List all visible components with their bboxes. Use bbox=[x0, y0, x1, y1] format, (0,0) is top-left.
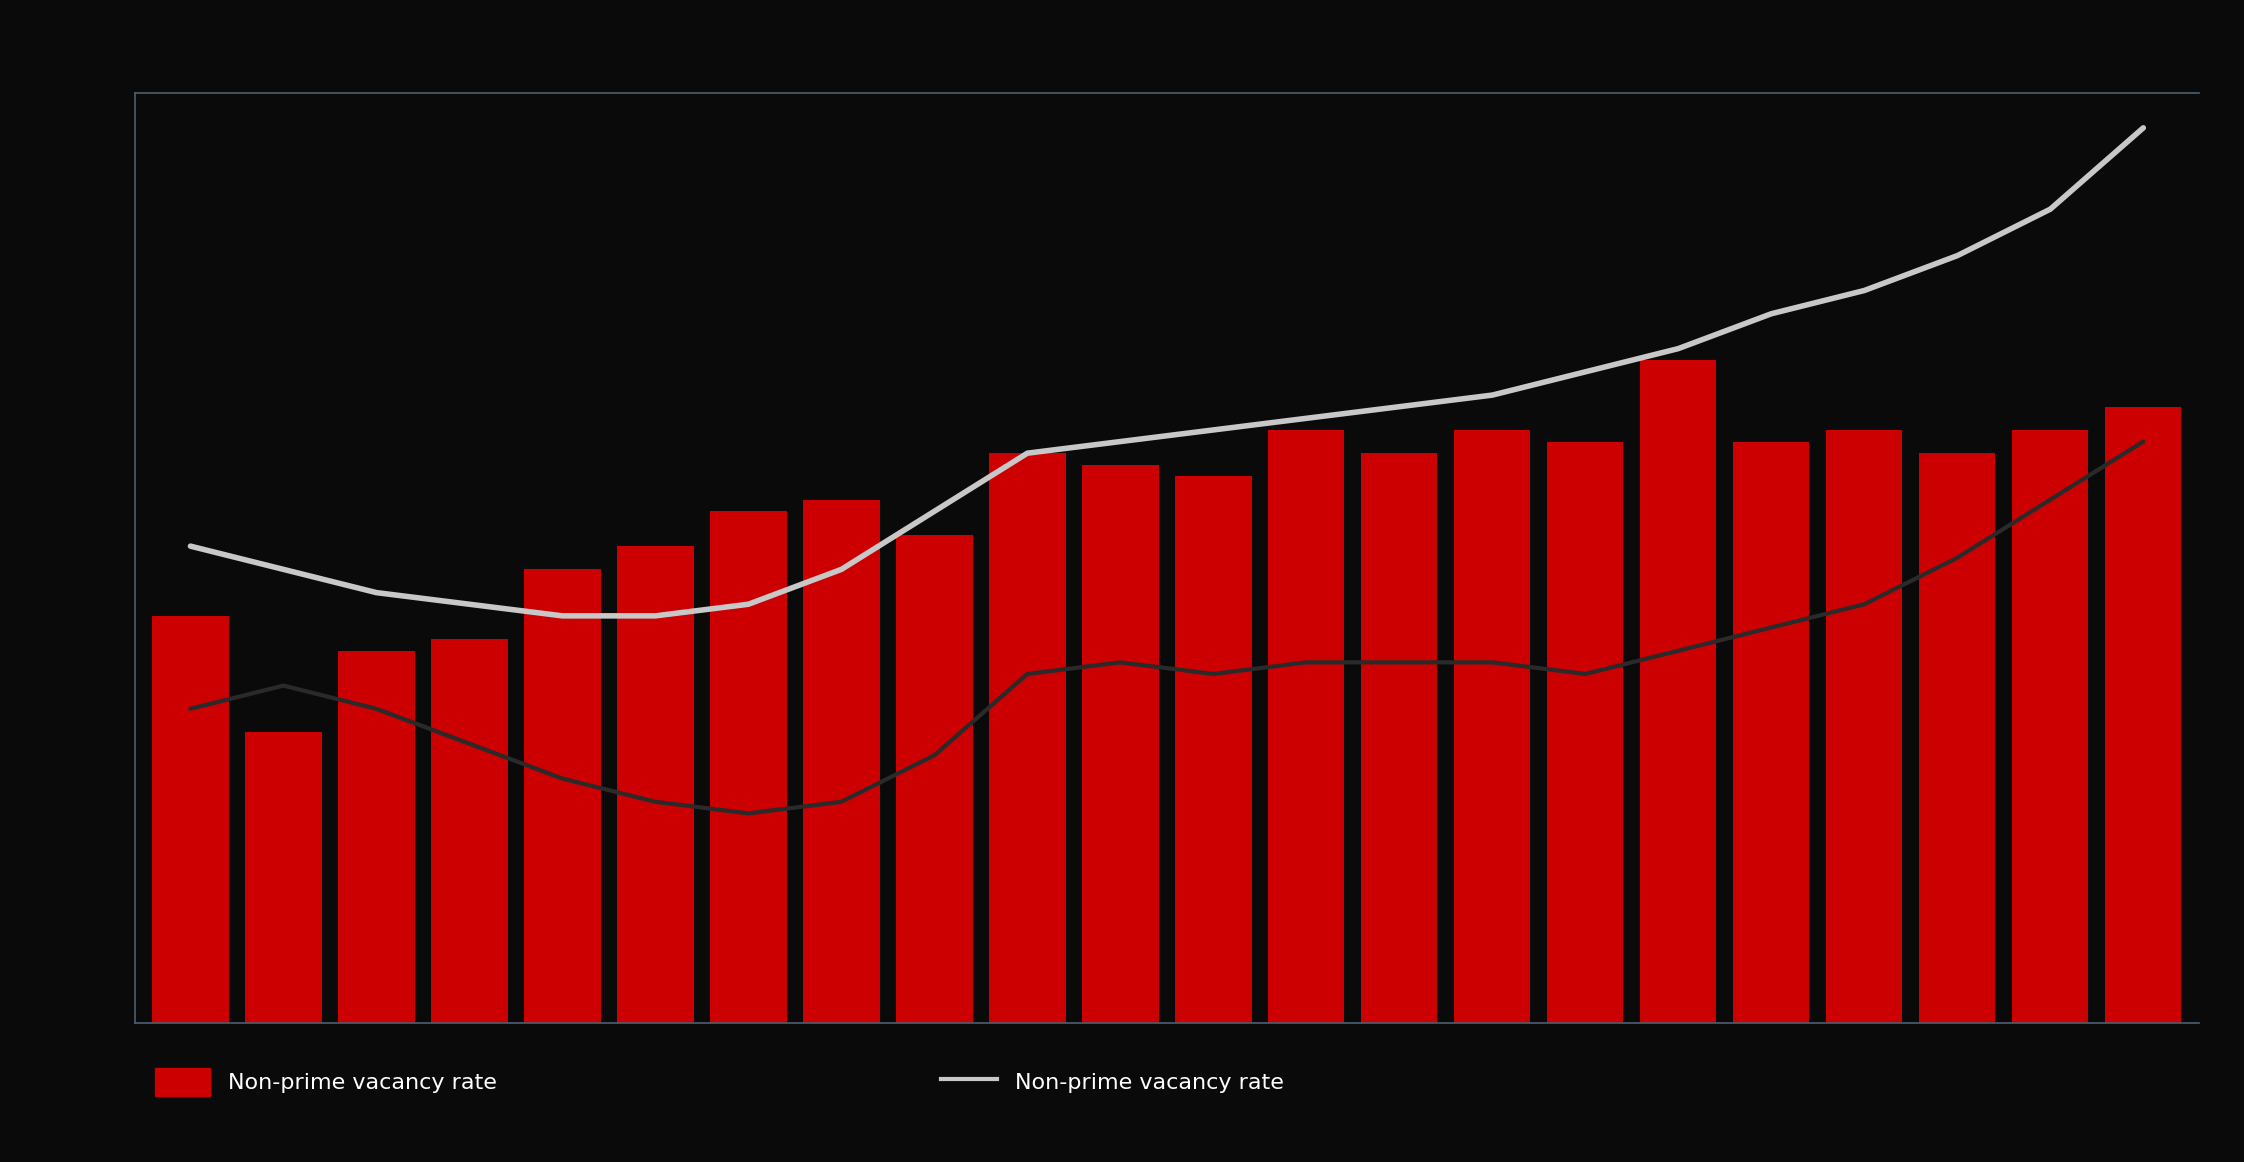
Bar bbox=[153, 616, 229, 1023]
Bar bbox=[1082, 465, 1158, 1023]
Bar bbox=[990, 453, 1066, 1023]
Bar bbox=[1919, 453, 1995, 1023]
Bar bbox=[245, 732, 321, 1023]
Bar bbox=[2013, 430, 2089, 1023]
Bar bbox=[1362, 453, 1438, 1023]
Bar bbox=[1546, 442, 1622, 1023]
Bar bbox=[895, 535, 972, 1023]
Bar bbox=[1268, 430, 1344, 1023]
Bar bbox=[1176, 476, 1252, 1023]
Bar bbox=[1732, 442, 1809, 1023]
Bar bbox=[803, 500, 880, 1023]
Bar bbox=[617, 546, 693, 1023]
Bar bbox=[1640, 360, 1717, 1023]
Legend: Non-prime vacancy rate, Non-prime vacancy rate: Non-prime vacancy rate, Non-prime vacanc… bbox=[146, 1060, 1293, 1104]
Bar bbox=[711, 511, 788, 1023]
Bar bbox=[431, 639, 507, 1023]
Bar bbox=[1454, 430, 1530, 1023]
Bar bbox=[339, 651, 415, 1023]
Bar bbox=[2105, 407, 2181, 1023]
Bar bbox=[1827, 430, 1903, 1023]
Bar bbox=[525, 569, 601, 1023]
